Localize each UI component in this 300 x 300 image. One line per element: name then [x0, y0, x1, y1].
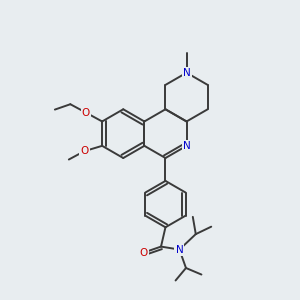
Text: N: N [183, 68, 190, 78]
Text: N: N [176, 244, 183, 255]
Text: O: O [82, 108, 90, 118]
Text: O: O [140, 248, 148, 257]
Text: N: N [183, 141, 190, 151]
Text: O: O [80, 146, 88, 156]
